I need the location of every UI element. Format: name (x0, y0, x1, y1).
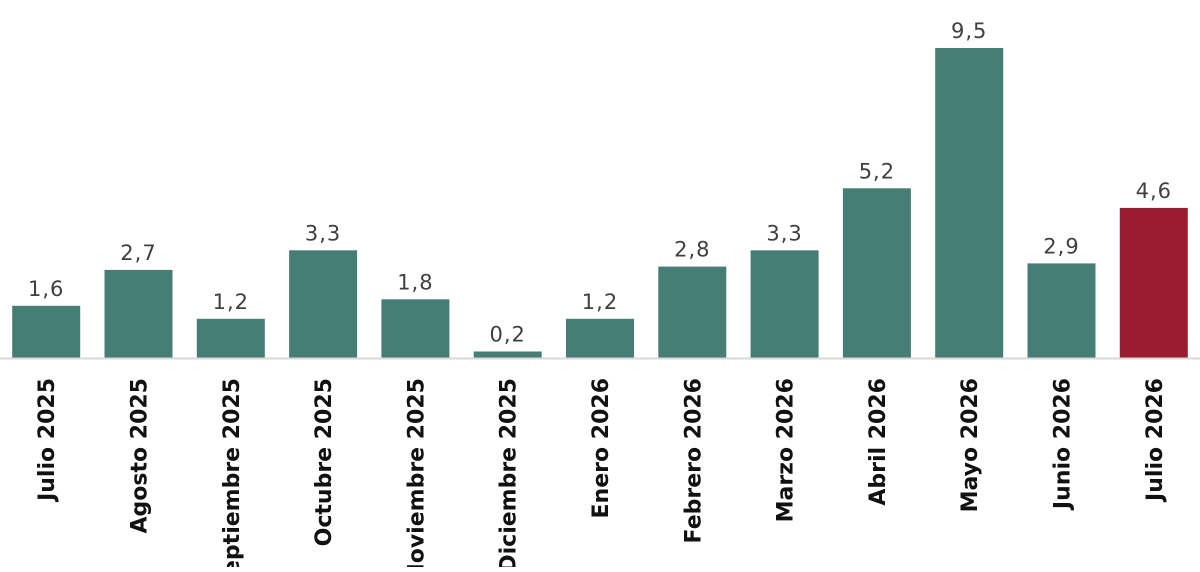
data-label-mayo-2026: 9,5 (951, 19, 987, 43)
data-label-septiembre-2025: 1,2 (213, 290, 249, 314)
data-label-junio-2026: 2,9 (1043, 234, 1079, 258)
data-label-abril-2026: 5,2 (859, 159, 895, 183)
bar-julio-2025 (12, 305, 81, 358)
bar-octubre-2025 (289, 250, 358, 358)
x-tick-label-junio-2026: Junio 2026 (1051, 378, 1076, 511)
bars-layer (12, 48, 1188, 358)
data-label-julio-2026: 4,6 (1136, 179, 1172, 203)
data-label-enero-2026: 1,2 (582, 290, 618, 314)
x-tick-label-abril-2026: Abril 2026 (866, 378, 891, 506)
x-tick-label-noviembre-2025: Noviembre 2025 (404, 378, 429, 567)
bar-julio-2026 (1119, 207, 1188, 358)
data-label-febrero-2026: 2,8 (674, 238, 710, 262)
bar-agosto-2025 (104, 269, 173, 358)
data-label-octubre-2025: 3,3 (305, 221, 341, 245)
bar-noviembre-2025 (381, 299, 450, 358)
bar-febrero-2026 (658, 266, 727, 358)
x-axis-tick-labels: Julio 2025 Agosto 2025 Septiembre 2025 Octu… (35, 378, 1168, 572)
data-label-marzo-2026: 3,3 (766, 221, 802, 245)
data-label-noviembre-2025: 1,8 (397, 270, 433, 294)
data-label-julio-2025: 1,6 (28, 277, 64, 301)
x-tick-label-mayo-2026: Mayo 2026 (958, 378, 983, 512)
bar-abril-2026 (842, 188, 911, 358)
x-tick-label-julio-2026: Julio 2026 (1143, 378, 1168, 503)
x-tick-label-octubre-2025: Octubre 2025 (312, 378, 337, 546)
bar-diciembre-2025 (473, 351, 542, 358)
bar-junio-2026 (1027, 263, 1096, 358)
x-tick-label-septiembre-2025: Septiembre 2025 (220, 378, 245, 567)
x-tick-label-marzo-2026: Marzo 2026 (774, 378, 799, 522)
x-tick-label-diciembre-2025: Diciembre 2025 (497, 378, 522, 567)
x-tick-label-febrero-2026: Febrero 2026 (681, 378, 706, 543)
bar-septiembre-2025 (196, 318, 265, 358)
x-tick-label-agosto-2025: Agosto 2025 (128, 378, 153, 534)
x-tick-label-enero-2026: Enero 2026 (589, 378, 614, 518)
value-labels-layer: 1,6 2,7 1,2 3,3 1,8 0,2 1,2 2,8 3,3 5,2 9,5 2,9 4,6 (28, 19, 1172, 347)
bar-enero-2026 (566, 318, 634, 358)
data-label-diciembre-2025: 0,2 (489, 323, 525, 347)
x-tick-label-julio-2025: Julio 2025 (35, 378, 60, 503)
bar-mayo-2026 (935, 48, 1004, 358)
data-label-agosto-2025: 2,7 (120, 241, 156, 265)
bar-marzo-2026 (750, 250, 819, 358)
